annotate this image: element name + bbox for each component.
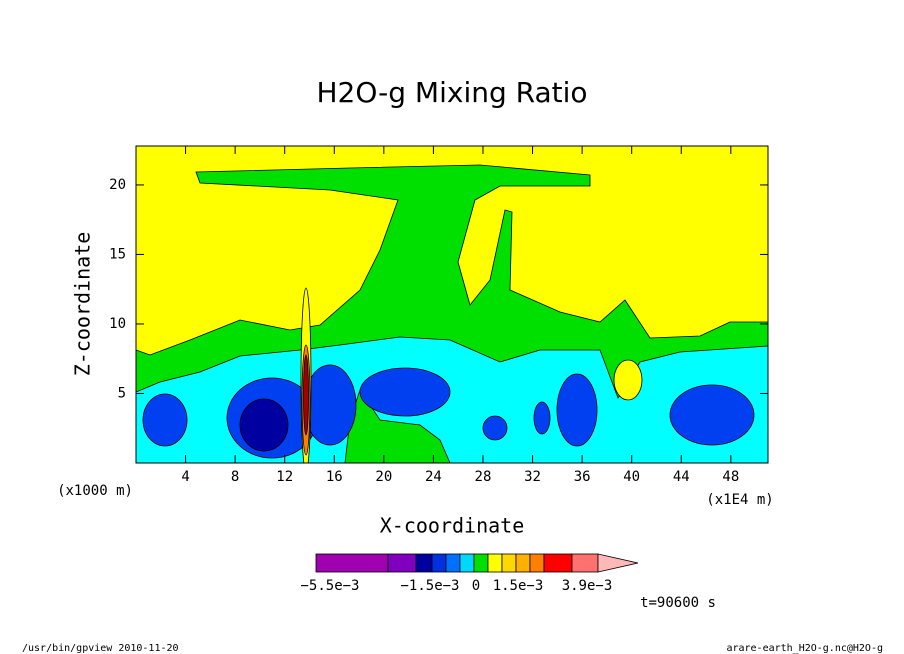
colorbar-swatch <box>487 553 503 573</box>
x-tick-label: 12 <box>276 469 293 485</box>
colorbar-label: −1.5e−3 <box>400 578 459 594</box>
x-tick-label: 48 <box>722 469 739 485</box>
y-tick-label: 20 <box>109 177 126 193</box>
colorbar-swatch <box>529 553 545 573</box>
colorbar-label: 0 <box>472 578 480 594</box>
x-tick-label: 4 <box>181 469 189 485</box>
x-unit-2: (x1E4 m) <box>706 492 773 508</box>
colorbar-swatch <box>431 553 447 573</box>
footer-right: arare-earth_H2O-g.nc@H2O-g <box>726 643 883 654</box>
colorbar-swatch <box>459 553 475 573</box>
colorbar-swatch <box>445 553 461 573</box>
chart-title: H2O-g Mixing Ratio <box>316 76 587 109</box>
footer-left: /usr/bin/gpview 2010-11-20 <box>22 643 179 654</box>
x-tick-label: 40 <box>623 469 640 485</box>
colorbar-swatch <box>501 553 517 573</box>
colorbar-swatch <box>315 553 389 573</box>
y-tick-label: 5 <box>118 385 126 401</box>
x-tick-label: 8 <box>231 469 239 485</box>
colorbar-label: 3.9e−3 <box>562 578 613 594</box>
x-tick-label: 36 <box>574 469 591 485</box>
y-tick-label: 10 <box>109 316 126 332</box>
x-tick-label: 32 <box>524 469 541 485</box>
time-label: t=90600 s <box>640 595 716 611</box>
x-tick-label: 44 <box>673 469 690 485</box>
x-unit: (x1000 m) <box>57 483 133 499</box>
x-axis-label: X-coordinate <box>380 514 525 538</box>
y-tick-label: 15 <box>109 246 126 262</box>
x-tick-label: 16 <box>326 469 343 485</box>
plot-frame <box>135 145 769 464</box>
colorbar: −5.5e−3 −1.5e−3 0 1.5e−3 3.9e−3 <box>300 553 639 594</box>
colorbar-swatch <box>543 553 573 573</box>
colorbar-label: −5.5e−3 <box>300 578 359 594</box>
colorbar-arrow <box>597 553 639 573</box>
colorbar-swatch <box>571 553 599 573</box>
contour-field <box>136 146 768 463</box>
colorbar-swatch <box>473 553 489 573</box>
colorbar-swatch <box>515 553 531 573</box>
y-axis-label: Z-coordinate <box>71 232 95 377</box>
colorbar-swatch <box>415 553 433 573</box>
colorbar-swatch <box>387 553 417 573</box>
x-tick-label: 20 <box>375 469 392 485</box>
x-tick-label: 28 <box>475 469 492 485</box>
colorbar-label: 1.5e−3 <box>493 578 544 594</box>
x-tick-label: 24 <box>425 469 442 485</box>
